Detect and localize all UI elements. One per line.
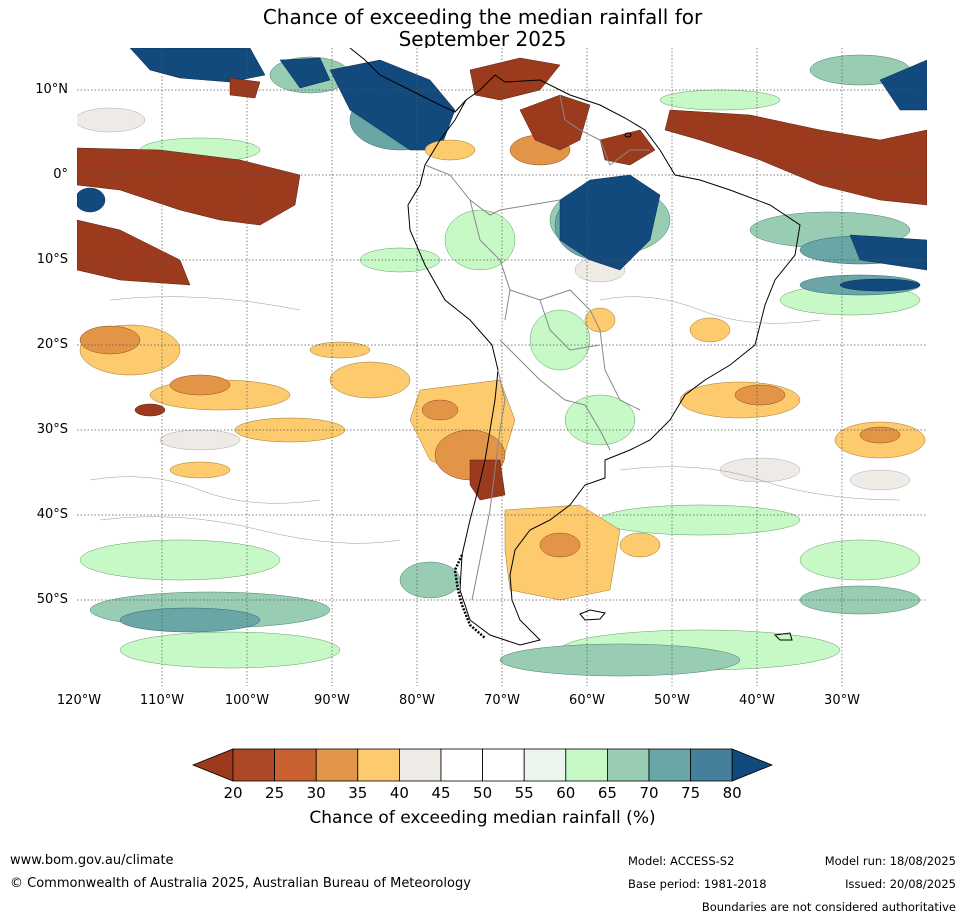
south-america-coastline [407, 74, 801, 646]
colorbar-bin [482, 748, 525, 782]
colorbar-bin [232, 748, 275, 782]
colorbar-tick: 50 [473, 784, 493, 802]
rainfall-map [77, 48, 927, 686]
lon-label: 60°W [569, 693, 605, 708]
colorbar-low-arrow [191, 748, 234, 782]
colorbar-bin [274, 748, 317, 782]
near-normal-areas [77, 107, 911, 491]
lon-label: 80°W [399, 693, 435, 708]
lat-label: 30°S [36, 422, 68, 437]
colorbar-bin [607, 748, 650, 782]
contour-lines [89, 296, 901, 544]
lon-label: 40°W [739, 693, 775, 708]
colorbar-tick: 80 [722, 784, 742, 802]
colorbar-tick: 60 [556, 784, 576, 802]
footer-boundaries-note: Boundaries are not considered authoritat… [701, 900, 956, 914]
lon-label: 120°W [56, 693, 102, 708]
footer-issued: Issued: 20/08/2025 [845, 877, 956, 891]
footer-copyright: © Commonwealth of Australia 2025, Austra… [10, 876, 471, 891]
footer-base-period: Base period: 1981-2018 [628, 877, 767, 891]
colorbar-tick: 70 [639, 784, 659, 802]
lon-label: 90°W [314, 693, 350, 708]
colorbar-tick: 30 [306, 784, 326, 802]
chile-archipelago [453, 554, 486, 639]
colorbar-bin [648, 748, 691, 782]
colorbar-tick: 45 [431, 784, 451, 802]
graticule [77, 48, 927, 686]
colorbar [191, 748, 774, 782]
lat-label: 40°S [36, 507, 68, 522]
country-borders [424, 94, 650, 601]
central-america-coastline [349, 48, 467, 113]
lat-label: 20°S [36, 337, 68, 352]
colorbar-high-arrow [731, 748, 774, 782]
lon-label: 100°W [224, 693, 270, 708]
lon-label: 70°W [484, 693, 520, 708]
footer-model-run: Model run: 18/08/2025 [824, 854, 956, 868]
colorbar-tick: 40 [389, 784, 409, 802]
colorbar-bin [398, 748, 442, 782]
colorbar-tick: 25 [265, 784, 285, 802]
lon-label: 30°W [824, 693, 860, 708]
high-probability-wet-areas [77, 48, 927, 292]
colorbar-tick: 65 [597, 784, 617, 802]
map-title-line2: September 2025 [398, 27, 567, 51]
lat-label: 50°S [36, 592, 68, 607]
colorbar-bin [523, 748, 567, 782]
colorbar-tick: 20 [223, 784, 243, 802]
footer-model: Model: ACCESS-S2 [628, 854, 735, 868]
lon-label: 110°W [139, 693, 185, 708]
map-title-line1: Chance of exceeding the median rainfall … [262, 5, 703, 29]
colorbar-bin [440, 748, 483, 782]
colorbar-label: Chance of exceeding median rainfall (%) [309, 808, 656, 828]
islands [579, 132, 793, 641]
colorbar-tick: 55 [514, 784, 534, 802]
colorbar-tick: 75 [681, 784, 701, 802]
lat-label: 0° [53, 167, 68, 182]
lat-label: 10°S [36, 252, 68, 267]
lat-label: 10°N [35, 82, 68, 97]
colorbar-bin [690, 748, 733, 782]
colorbar-bin [565, 748, 608, 782]
footer-url-link[interactable]: www.bom.gov.au/climate [10, 853, 174, 868]
colorbar-bin [315, 748, 359, 782]
colorbar-bin [357, 748, 400, 782]
colorbar-tick: 35 [348, 784, 368, 802]
lon-label: 50°W [654, 693, 690, 708]
